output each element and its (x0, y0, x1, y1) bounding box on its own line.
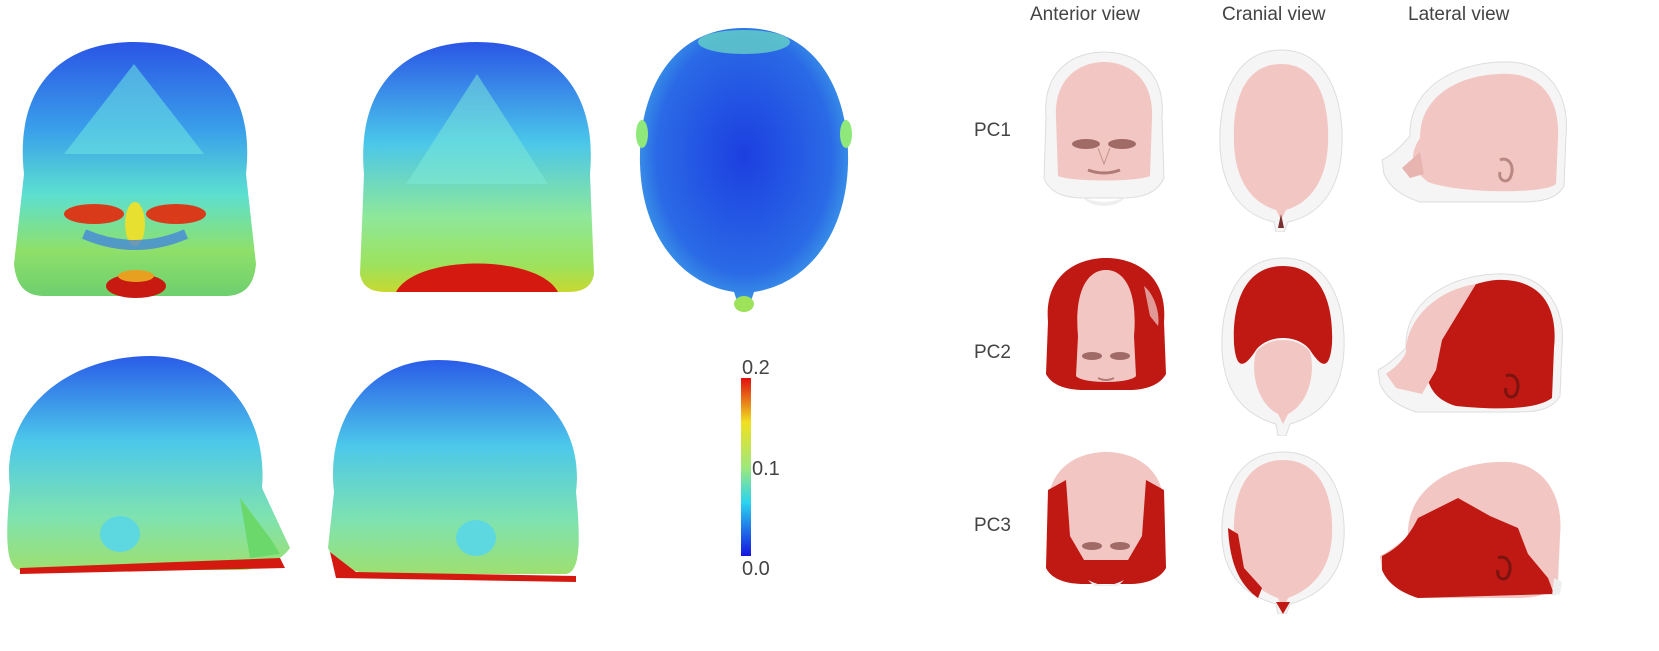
colorbar (740, 378, 752, 556)
heatmap-head-posterior (346, 24, 608, 300)
pc1-anterior-head (1036, 48, 1172, 208)
column-title-anterior: Anterior view (1030, 4, 1140, 25)
heatmap-head-anterior (4, 24, 266, 306)
pc3-cranial-head (1218, 448, 1348, 614)
colorbar-min-label: 0.0 (742, 558, 770, 580)
pc2-cranial-head (1218, 254, 1348, 436)
heatmap-head-cranial (628, 14, 860, 314)
pc3-lateral-head (1378, 458, 1564, 602)
row-label-pc2: PC2 (974, 342, 1011, 363)
pc1-lateral-head (1380, 56, 1570, 206)
column-title-lateral: Lateral view (1408, 4, 1510, 25)
row-label-pc1: PC1 (974, 120, 1011, 141)
pc2-lateral-head (1376, 270, 1566, 416)
heatmap-panel: 0.2 0.1 0.0 (0, 14, 860, 586)
column-title-cranial: Cranial view (1222, 4, 1326, 25)
pc-grid-panel: Anterior view Cranial view Lateral view … (960, 0, 1659, 651)
row-label-pc3: PC3 (974, 515, 1011, 536)
pc1-cranial-head (1216, 46, 1346, 232)
heatmap-head-lateral-left (326, 352, 588, 586)
colorbar-mid-label: 0.1 (752, 458, 780, 480)
heatmap-head-lateral-right (0, 348, 290, 576)
colorbar-max-label: 0.2 (742, 357, 770, 379)
pc3-anterior-head (1040, 450, 1172, 586)
pc2-anterior-head (1040, 256, 1172, 392)
